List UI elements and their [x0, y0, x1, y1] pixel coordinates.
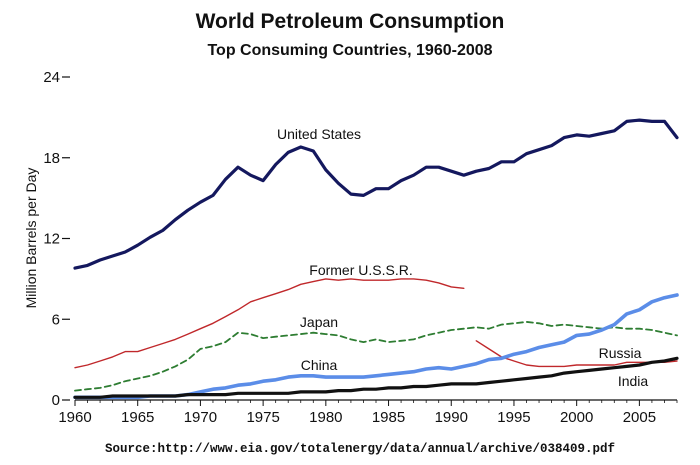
x-tick-label: 1970 [184, 409, 217, 426]
x-tick-label: 1985 [372, 409, 405, 426]
x-tick-label: 1995 [497, 409, 530, 426]
y-tick-label: 6 [52, 311, 60, 328]
series-label-united-states: United States [277, 126, 361, 142]
series-label-china: China [301, 357, 338, 373]
x-tick-label: 1990 [435, 409, 468, 426]
x-tick-label: 1965 [121, 409, 154, 426]
series-label-russia: Russia [599, 345, 642, 361]
series-line-japan [74, 320, 678, 392]
series-label-india: India [618, 373, 649, 389]
y-axis-label: Million Barrels per Day [23, 168, 39, 309]
chart-subtitle: Top Consuming Countries, 1960-2008 [207, 42, 492, 59]
x-tick-label: 2005 [623, 409, 656, 426]
x-tick-label: 1980 [309, 409, 342, 426]
series-label-former-ussr: Former U.S.S.R. [309, 262, 412, 278]
y-tick-label: 18 [43, 150, 60, 167]
x-tick-label: 1975 [246, 409, 279, 426]
series-line-china [73, 293, 679, 400]
source-note: Source:http://www.eia.gov/totalenergy/da… [105, 442, 615, 456]
y-tick-label: 12 [43, 231, 60, 248]
series-label-japan: Japan [300, 314, 338, 330]
series-line-russia [475, 340, 678, 368]
series-line-united-states [73, 118, 679, 270]
series-line-former-u-s-s-r [74, 278, 465, 369]
series-layer [73, 118, 679, 400]
y-tick-label: 24 [43, 69, 60, 86]
series-line-india [73, 356, 679, 399]
axes: 1960 1965 1970 1975 1980 1985 1990 1995 2000 2005… [43, 69, 678, 426]
x-tick-label: 1960 [58, 409, 91, 426]
chart-title: World Petroleum Consumption [196, 10, 505, 33]
y-tick-label: 0 [52, 392, 60, 409]
x-tick-label: 2000 [560, 409, 593, 426]
